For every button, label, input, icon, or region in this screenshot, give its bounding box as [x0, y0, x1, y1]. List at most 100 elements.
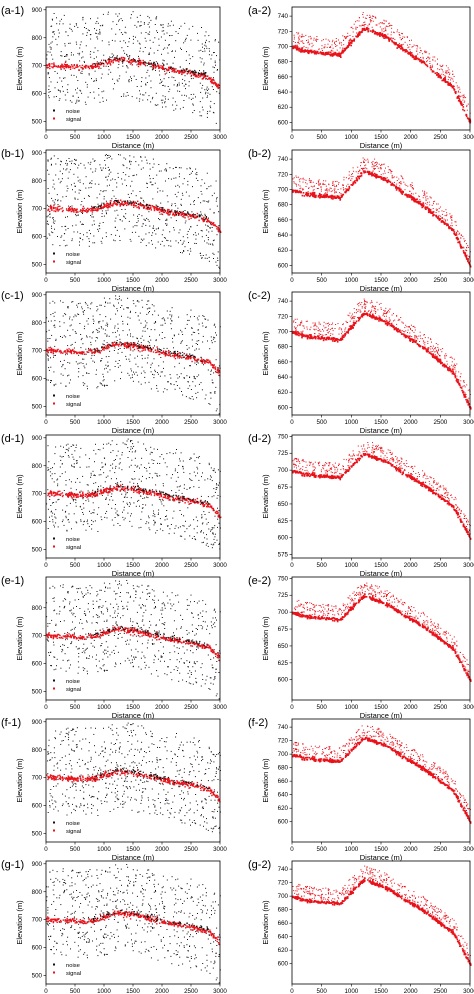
signal-point — [306, 193, 308, 196]
noise-point — [68, 42, 70, 44]
signal-point — [218, 228, 220, 230]
noise-point — [77, 52, 79, 54]
noise-point — [210, 397, 212, 399]
noise-point — [83, 328, 85, 330]
signal-point — [217, 87, 219, 90]
noise-point — [121, 20, 123, 22]
noise-point — [161, 209, 163, 211]
signal-point — [57, 210, 59, 212]
noise-point — [65, 55, 67, 57]
signal-point — [426, 192, 428, 194]
noise-point — [155, 69, 156, 71]
noise-point — [152, 68, 154, 70]
noise-point — [99, 314, 101, 316]
signal-point — [459, 88, 461, 90]
noise-point — [135, 231, 137, 233]
y-tick-label: 500 — [32, 119, 43, 126]
noise-point — [145, 324, 147, 326]
signal-point — [360, 175, 363, 177]
noise-point — [88, 195, 90, 197]
signal-point — [352, 28, 354, 30]
noise-point — [198, 348, 200, 350]
noise-point — [118, 201, 120, 204]
noise-point — [127, 316, 129, 318]
noise-point — [208, 41, 210, 43]
noise-point — [128, 329, 130, 331]
noise-point — [59, 77, 61, 79]
signal-point — [411, 39, 412, 41]
noise-point — [185, 213, 187, 215]
noise-point — [187, 211, 189, 213]
noise-point — [192, 103, 194, 105]
noise-point — [116, 57, 118, 60]
signal-point — [302, 40, 304, 42]
signal-point — [388, 180, 391, 183]
noise-point — [129, 238, 131, 240]
signal-point — [453, 231, 456, 233]
noise-point — [141, 354, 143, 356]
signal-point — [186, 214, 188, 216]
noise-point — [212, 66, 214, 68]
signal-point — [139, 59, 142, 62]
signal-point — [342, 50, 345, 53]
signal-point — [181, 73, 183, 76]
signal-point — [396, 183, 398, 185]
signal-point — [443, 222, 446, 225]
signal-point — [110, 61, 112, 63]
noise-point — [117, 366, 119, 368]
signal-point — [99, 61, 102, 64]
noise-point — [62, 86, 63, 88]
signal-point — [381, 164, 383, 166]
noise-point — [138, 319, 140, 321]
noise-point — [196, 364, 197, 366]
noise-point — [216, 228, 218, 230]
signal-point — [455, 82, 457, 84]
noise-point — [139, 90, 140, 92]
noise-point — [50, 42, 52, 44]
noise-point — [107, 73, 109, 75]
signal-point — [393, 176, 395, 178]
noise-point — [80, 41, 82, 43]
signal-point — [53, 65, 56, 67]
noise-point — [201, 58, 203, 60]
noise-point — [150, 388, 152, 390]
noise-point — [54, 199, 56, 201]
signal-point — [56, 207, 59, 209]
noise-point — [205, 327, 207, 328]
signal-point — [398, 34, 400, 35]
noise-point — [66, 54, 68, 55]
noise-point — [192, 186, 193, 188]
signal-point — [73, 350, 75, 352]
signal-point — [292, 191, 294, 193]
signal-point — [313, 37, 315, 39]
noise-point — [200, 211, 202, 213]
noise-point — [86, 372, 88, 374]
signal-point — [446, 224, 448, 227]
noise-point — [189, 385, 191, 387]
noise-point — [157, 49, 159, 51]
noise-point — [92, 332, 94, 334]
signal-point — [180, 211, 182, 213]
noise-point — [67, 177, 69, 179]
noise-point — [177, 84, 179, 86]
signal-point — [294, 42, 296, 43]
signal-point — [375, 165, 377, 167]
signal-point — [86, 65, 88, 67]
noise-point — [157, 63, 159, 65]
signal-point — [126, 60, 128, 62]
signal-point — [441, 79, 443, 82]
signal-point — [125, 202, 127, 204]
noise-point — [47, 159, 49, 161]
noise-point — [173, 334, 175, 336]
signal-point — [425, 196, 427, 198]
x-tick-label: 2000 — [404, 134, 418, 141]
signal-point — [444, 215, 446, 217]
signal-point — [150, 207, 152, 210]
noise-point — [132, 336, 134, 338]
noise-point — [142, 204, 144, 206]
noise-point — [61, 161, 62, 163]
signal-point — [453, 89, 456, 91]
signal-point — [323, 180, 325, 182]
signal-point — [391, 39, 393, 42]
